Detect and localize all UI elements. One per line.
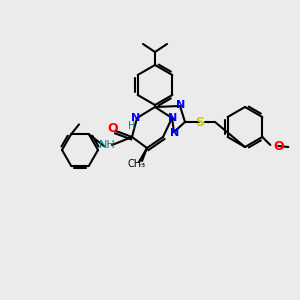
Text: N: N <box>176 100 186 110</box>
Text: H: H <box>128 121 136 131</box>
Text: O: O <box>108 122 118 136</box>
Text: N: N <box>170 128 180 138</box>
Text: S: S <box>196 116 205 128</box>
Text: methyl: methyl <box>140 164 145 165</box>
Text: O: O <box>273 140 284 154</box>
Text: CH₃: CH₃ <box>128 159 146 169</box>
Text: NH: NH <box>99 140 116 150</box>
Text: N: N <box>131 113 141 123</box>
Text: N: N <box>168 113 178 123</box>
